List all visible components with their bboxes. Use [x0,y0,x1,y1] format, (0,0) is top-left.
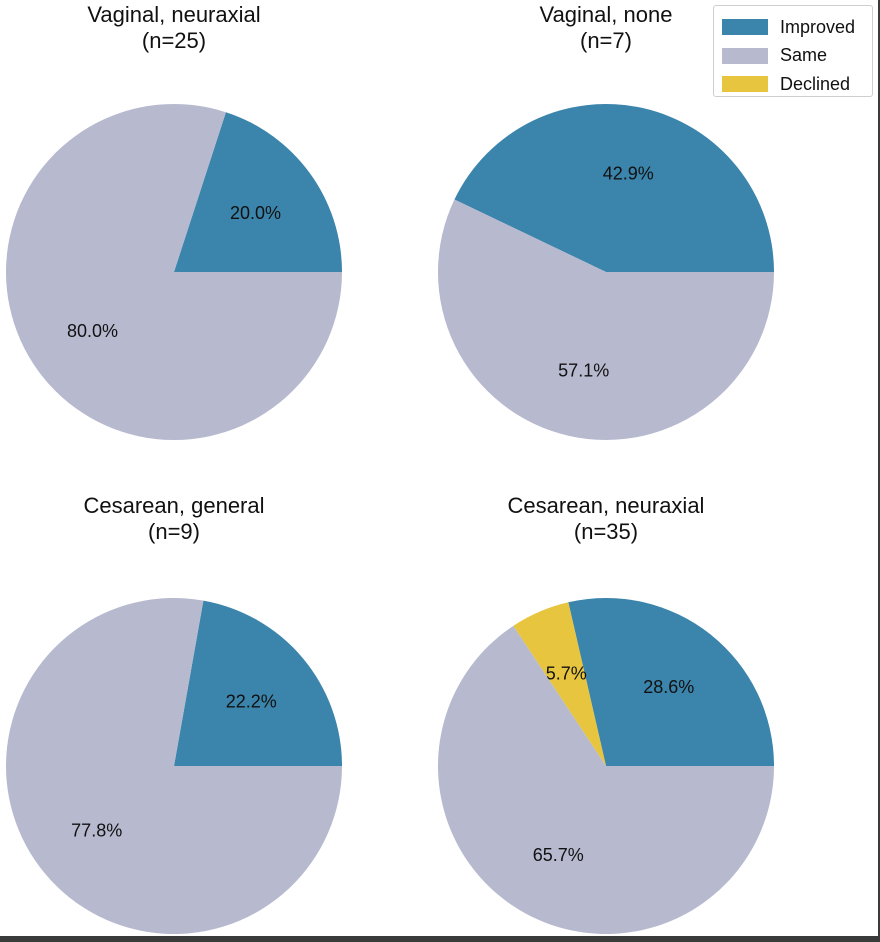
pie-title-line2: (n=9) [148,519,200,544]
pie-title-line1: Cesarean, general [83,493,265,518]
pie-slice-same [6,597,343,934]
pie-title-vaginal-neuraxial: Vaginal, neuraxial (n=25) [87,2,260,54]
pie-title-cesarean-general: Cesarean, general (n=9) [83,493,264,545]
pie-slice-label: 42.9% [603,164,654,184]
pie-slice-label: 80.0% [67,321,118,341]
legend-item-declined: Declined [722,70,864,99]
pie-title-line2: (n=7) [580,28,632,53]
pie-slice-improved [174,112,342,272]
legend-label-improved: Improved [780,16,856,37]
legend-label-same: Same [780,45,828,66]
pie-title-line2: (n=35) [573,519,639,544]
pie-title-line1: Cesarean, neuraxial [507,493,705,518]
pie-slice-label: 65.7% [533,845,584,865]
legend-swatch-improved [722,19,768,36]
pie-title-cesarean-neuraxial: Cesarean, neuraxial (n=35) [508,493,705,545]
legend-item-same: Same [722,42,864,71]
pie-slice-improved [568,597,774,766]
pie-title-vaginal-none: Vaginal, none (n=7) [540,2,673,54]
pie-slice-same [438,199,774,441]
pie-slice-improved [454,104,774,272]
pie-slice-same [6,103,343,440]
pie-slice-label: 77.8% [71,821,122,841]
pie-slice-same [438,625,774,934]
pie-slice-label: 57.1% [558,360,609,380]
pie-slice-declined [513,602,606,766]
pie-slice-label: 22.2% [226,691,277,711]
pie-slice-improved [174,600,342,766]
pie-title-line1: Vaginal, none [539,2,673,27]
pie-slice-label: 5.7% [546,663,587,683]
pie-title-line1: Vaginal, neuraxial [87,2,261,27]
pie-slice-label: 20.0% [230,203,281,223]
pie-title-line2: (n=25) [141,28,207,53]
legend-item-improved: Improved [722,13,864,42]
legend-swatch-declined [722,76,768,93]
legend-swatch-same [722,47,768,64]
legend-label-declined: Declined [780,73,851,94]
pie-slice-label: 28.6% [643,677,694,697]
legend: Improved Same Declined [713,5,873,97]
